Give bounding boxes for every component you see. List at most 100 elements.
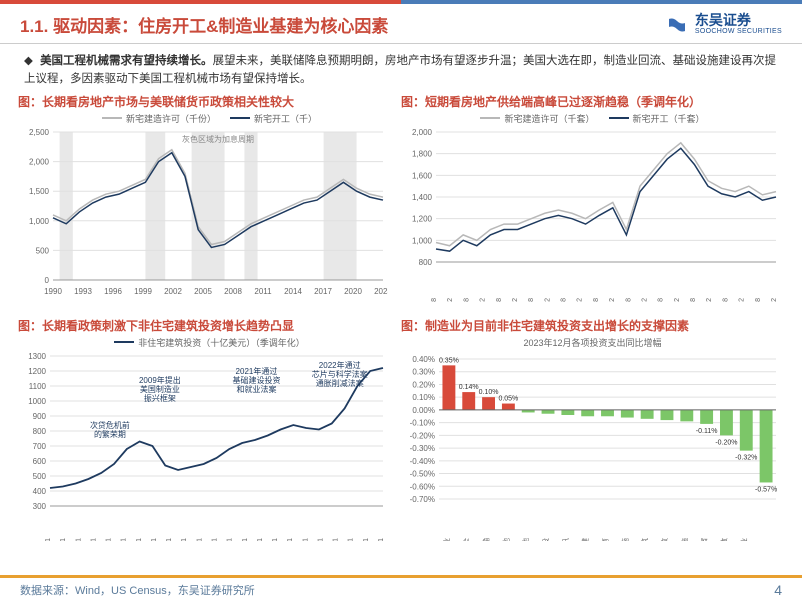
svg-text:2017-02: 2017-02 bbox=[544, 298, 551, 302]
svg-text:2008: 2008 bbox=[224, 287, 242, 296]
svg-text:1300: 1300 bbox=[28, 352, 46, 361]
svg-text:-0.57%: -0.57% bbox=[755, 486, 777, 493]
svg-text:2002/1: 2002/1 bbox=[45, 538, 52, 541]
legend-item: 新宅开工（千） bbox=[230, 112, 317, 125]
svg-text:2024/1: 2024/1 bbox=[378, 538, 385, 541]
svg-text:娱乐场地: 娱乐场地 bbox=[501, 538, 510, 541]
svg-text:芯片与科学法案: 芯片与科学法案 bbox=[312, 369, 368, 379]
svg-text:2021-02: 2021-02 bbox=[674, 298, 681, 302]
svg-text:2012/1: 2012/1 bbox=[196, 538, 203, 541]
svg-text:-0.11%: -0.11% bbox=[696, 428, 718, 435]
svg-text:0.10%: 0.10% bbox=[412, 393, 435, 402]
legend-item: 新宅建造许可（千套） bbox=[480, 112, 594, 125]
svg-text:宗教: 宗教 bbox=[719, 538, 728, 541]
chart-2-legend: 新宅建造许可（千套） 新宅开工（千套） bbox=[401, 112, 784, 125]
svg-text:-0.40%: -0.40% bbox=[410, 457, 435, 466]
svg-text:灰色区域为加息周期: 灰色区域为加息周期 bbox=[182, 134, 254, 144]
svg-text:1100: 1100 bbox=[29, 382, 47, 391]
svg-text:交通运输: 交通运输 bbox=[482, 538, 491, 541]
svg-text:2007/1: 2007/1 bbox=[121, 538, 128, 541]
svg-text:1,200: 1,200 bbox=[412, 214, 433, 223]
svg-text:2014/1: 2014/1 bbox=[227, 538, 234, 541]
svg-text:1999: 1999 bbox=[134, 287, 152, 296]
page-number: 4 bbox=[774, 582, 782, 598]
svg-text:2011/1: 2011/1 bbox=[181, 538, 188, 541]
svg-text:次贷危机前: 次贷危机前 bbox=[90, 420, 130, 430]
svg-text:600: 600 bbox=[33, 457, 47, 466]
svg-text:0.00%: 0.00% bbox=[412, 406, 435, 415]
svg-text:的繁荣期: 的繁荣期 bbox=[94, 429, 126, 439]
svg-text:2020: 2020 bbox=[344, 287, 362, 296]
chart-4-subtitle-wrap: 2023年12月各项投资支出同比增幅 bbox=[401, 336, 784, 349]
svg-text:2013-08: 2013-08 bbox=[431, 298, 438, 302]
chart-1: 图：长期看房地产市场与美联储货币政策相关性较大 新宅建造许可（千份） 新宅开工（… bbox=[18, 93, 401, 317]
svg-text:1,400: 1,400 bbox=[412, 193, 433, 202]
svg-text:2020-02: 2020-02 bbox=[641, 298, 648, 302]
chart-2-title: 图：短期看房地产供给端高峰已过逐渐趋稳（季调年化） bbox=[401, 93, 784, 110]
svg-text:2017-08: 2017-08 bbox=[561, 298, 568, 302]
svg-text:500: 500 bbox=[33, 472, 47, 481]
svg-text:-0.32%: -0.32% bbox=[735, 454, 757, 461]
svg-text:500: 500 bbox=[36, 246, 50, 255]
svg-text:-0.10%: -0.10% bbox=[410, 418, 435, 427]
svg-text:2015-02: 2015-02 bbox=[480, 298, 487, 302]
svg-text:2008/1: 2008/1 bbox=[136, 538, 143, 541]
charts-grid: 图：长期看房地产市场与美联储货币政策相关性较大 新宅建造许可（千份） 新宅开工（… bbox=[0, 93, 802, 541]
svg-text:0.40%: 0.40% bbox=[412, 355, 435, 364]
svg-text:2022/1: 2022/1 bbox=[348, 538, 355, 541]
svg-text:商业场地: 商业场地 bbox=[521, 538, 530, 541]
logo-en: SOOCHOW SECURITIES bbox=[695, 28, 782, 36]
svg-text:-0.30%: -0.30% bbox=[410, 444, 435, 453]
svg-text:2021/1: 2021/1 bbox=[333, 538, 340, 541]
svg-text:制造业: 制造业 bbox=[442, 538, 451, 541]
svg-text:1993: 1993 bbox=[74, 287, 92, 296]
svg-text:2014-08: 2014-08 bbox=[463, 298, 470, 302]
logo-icon bbox=[665, 13, 689, 37]
svg-text:2024-02: 2024-02 bbox=[771, 298, 778, 302]
legend-item: 新宅开工（千套） bbox=[609, 112, 705, 125]
svg-text:2002: 2002 bbox=[164, 287, 182, 296]
svg-text:400: 400 bbox=[33, 487, 47, 496]
svg-text:0.14%: 0.14% bbox=[459, 384, 479, 391]
chart-4-title: 图：制造业为目前非住宅建筑投资支出增长的支撑因素 bbox=[401, 317, 784, 334]
svg-text:通胀削减法案: 通胀削减法案 bbox=[316, 378, 364, 388]
svg-text:2017: 2017 bbox=[314, 287, 332, 296]
svg-text:300: 300 bbox=[33, 502, 47, 511]
logo-text: 东吴证券 SOOCHOW SECURITIES bbox=[695, 13, 782, 36]
svg-text:2004/1: 2004/1 bbox=[75, 538, 82, 541]
chart-4-subtitle: 2023年12月各项投资支出同比增幅 bbox=[523, 336, 661, 349]
legend-swatch bbox=[480, 117, 500, 119]
svg-text:900: 900 bbox=[33, 412, 47, 421]
svg-text:2016-08: 2016-08 bbox=[528, 298, 535, 302]
chart-1-title: 图：长期看房地产市场与美联储货币政策相关性较大 bbox=[18, 93, 401, 110]
legend-swatch bbox=[609, 117, 629, 119]
svg-text:2023-02: 2023-02 bbox=[739, 298, 746, 302]
svg-text:0.35%: 0.35% bbox=[439, 357, 459, 364]
svg-text:拉电设施: 拉电设施 bbox=[680, 538, 689, 541]
svg-text:2019/1: 2019/1 bbox=[302, 538, 309, 541]
legend-label: 新宅开工（千） bbox=[254, 112, 317, 125]
svg-text:办公建筑: 办公建筑 bbox=[640, 538, 649, 541]
svg-text:2021-08: 2021-08 bbox=[690, 298, 697, 302]
svg-text:2018-02: 2018-02 bbox=[577, 298, 584, 302]
svg-text:1996: 1996 bbox=[104, 287, 122, 296]
svg-text:2023-08: 2023-08 bbox=[755, 298, 762, 302]
legend-item: 非住宅建筑投资（十亿美元）（季调年化） bbox=[114, 336, 305, 349]
svg-text:700: 700 bbox=[33, 442, 47, 451]
svg-text:建设: 建设 bbox=[541, 538, 550, 541]
logo-cn: 东吴证券 bbox=[695, 13, 782, 28]
chart-3-svg: 3004005006007008009001000110012001300次贷危… bbox=[18, 351, 388, 541]
svg-text:1,000: 1,000 bbox=[29, 217, 50, 226]
chart-3-legend: 非住宅建筑投资（十亿美元）（季调年化） bbox=[18, 336, 401, 349]
svg-text:2005: 2005 bbox=[194, 287, 212, 296]
chart-4: 图：制造业为目前非住宅建筑投资支出增长的支撑因素 2023年12月各项投资支出同… bbox=[401, 317, 784, 541]
svg-text:2018-08: 2018-08 bbox=[593, 298, 600, 302]
svg-text:2,000: 2,000 bbox=[412, 128, 433, 137]
svg-text:和就业法案: 和就业法案 bbox=[236, 384, 276, 394]
svg-text:酒店住宿: 酒店住宿 bbox=[700, 538, 709, 541]
svg-text:2010/1: 2010/1 bbox=[166, 538, 173, 541]
svg-text:商业: 商业 bbox=[739, 538, 748, 541]
lead-text: 美国工程机械需求有望持续增长。 bbox=[40, 55, 213, 67]
footer: 数据来源：Wind，US Census，东吴证券研究所 4 bbox=[0, 575, 802, 602]
chart-1-svg: 05001,0001,5002,0002,500灰色区域为加息周期1990199… bbox=[18, 127, 388, 302]
